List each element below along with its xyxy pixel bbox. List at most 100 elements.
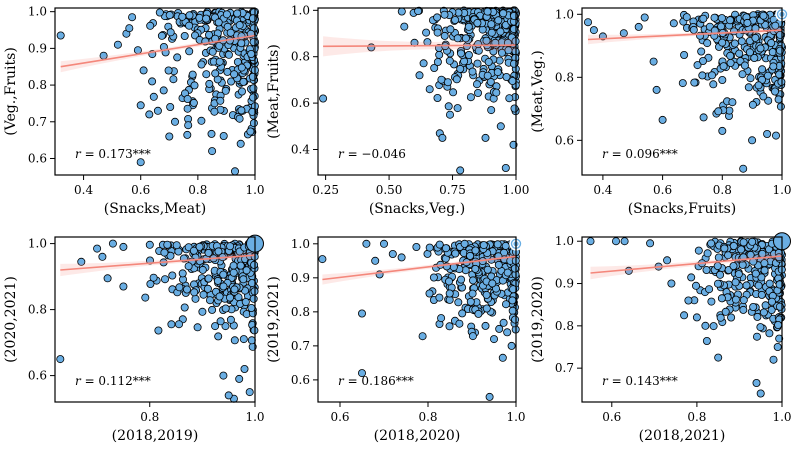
data-point [167, 320, 176, 329]
data-point [767, 305, 776, 314]
data-point [775, 334, 784, 343]
y-axis-title: (2019,2021) [266, 276, 282, 363]
y-tick-label: 0.8 [291, 305, 310, 319]
data-point [216, 96, 225, 105]
confidence-band [60, 32, 256, 73]
confidence-band [60, 251, 255, 277]
y-tick-label: 0.8 [28, 78, 47, 92]
data-point [705, 285, 714, 294]
y-axis-title: (Meat,Veg.) [530, 50, 546, 133]
confidence-band [590, 252, 782, 280]
x-tick-label: 0.75 [439, 183, 466, 197]
data-point [498, 353, 507, 362]
data-point [222, 10, 231, 19]
data-point [199, 290, 208, 299]
data-point [250, 260, 259, 269]
data-point [466, 297, 475, 306]
data-point [452, 75, 461, 84]
data-point [223, 67, 232, 76]
data-point [744, 83, 753, 92]
data-point [400, 22, 409, 31]
correlation-annotation: r = 0.112*** [75, 374, 151, 388]
data-point [763, 129, 772, 138]
data-point [178, 269, 187, 278]
data-point [445, 110, 454, 119]
x-tick-label: 0.6 [131, 183, 150, 197]
data-point [229, 261, 238, 270]
r-value: = −0.046 [344, 147, 406, 161]
data-point [718, 76, 727, 85]
data-point [481, 321, 490, 330]
y-tick-label: 0.6 [28, 151, 47, 165]
data-point [435, 50, 444, 59]
data-point [145, 110, 154, 119]
regression-line [60, 254, 256, 271]
data-point [738, 70, 747, 79]
r-value: = 0.186*** [344, 374, 414, 388]
data-point [213, 276, 222, 285]
data-point [193, 323, 202, 332]
y-tick-label: 0.6 [28, 369, 47, 383]
data-point [166, 103, 175, 112]
data-point [767, 297, 776, 306]
data-point [710, 13, 719, 22]
data-point [718, 38, 727, 47]
data-point [445, 322, 454, 331]
data-point [729, 241, 738, 250]
data-point [247, 303, 256, 312]
data-point [461, 34, 470, 43]
data-point [249, 93, 258, 102]
confidence-band [322, 253, 516, 285]
data-point [464, 22, 473, 31]
data-point [139, 66, 148, 75]
data-point [689, 25, 698, 34]
data-point [702, 336, 711, 345]
data-point [226, 242, 235, 251]
data-point [208, 147, 217, 156]
data-point [501, 300, 510, 309]
data-point [425, 289, 434, 298]
data-point [180, 32, 189, 41]
data-point [482, 290, 491, 299]
data-point [249, 84, 258, 93]
data-point [198, 265, 207, 274]
data-point [188, 70, 197, 79]
data-point [108, 239, 117, 248]
data-point [190, 288, 199, 297]
data-point [203, 284, 212, 293]
data-point [415, 71, 424, 80]
data-point [750, 54, 759, 63]
data-point [468, 276, 477, 285]
data-point [214, 18, 223, 27]
data-point [183, 104, 192, 113]
data-point [246, 127, 255, 136]
data-point [510, 264, 519, 273]
data-point [708, 71, 717, 80]
data-point [230, 167, 239, 176]
data-point [168, 271, 177, 280]
data-point [225, 293, 234, 302]
data-point [509, 140, 518, 149]
data-point [210, 107, 219, 116]
data-point [482, 304, 491, 313]
data-point [451, 249, 460, 258]
y-tick-label: 0.6 [291, 96, 310, 110]
y-tick-label: 0.7 [555, 361, 574, 375]
data-point [663, 256, 672, 265]
data-point [693, 61, 702, 70]
data-point [237, 106, 246, 115]
data-point [589, 26, 598, 35]
y-tick-label: 0.9 [28, 41, 47, 55]
x-tick-label: 0.8 [713, 183, 732, 197]
data-point [754, 81, 763, 90]
data-point [735, 49, 744, 58]
data-point [208, 305, 217, 314]
data-point [707, 297, 716, 306]
data-point [507, 341, 516, 350]
data-point [219, 131, 228, 140]
data-point [227, 77, 236, 86]
data-point [701, 321, 710, 330]
data-point [487, 20, 496, 29]
y-tick-label: 0.7 [28, 115, 47, 129]
